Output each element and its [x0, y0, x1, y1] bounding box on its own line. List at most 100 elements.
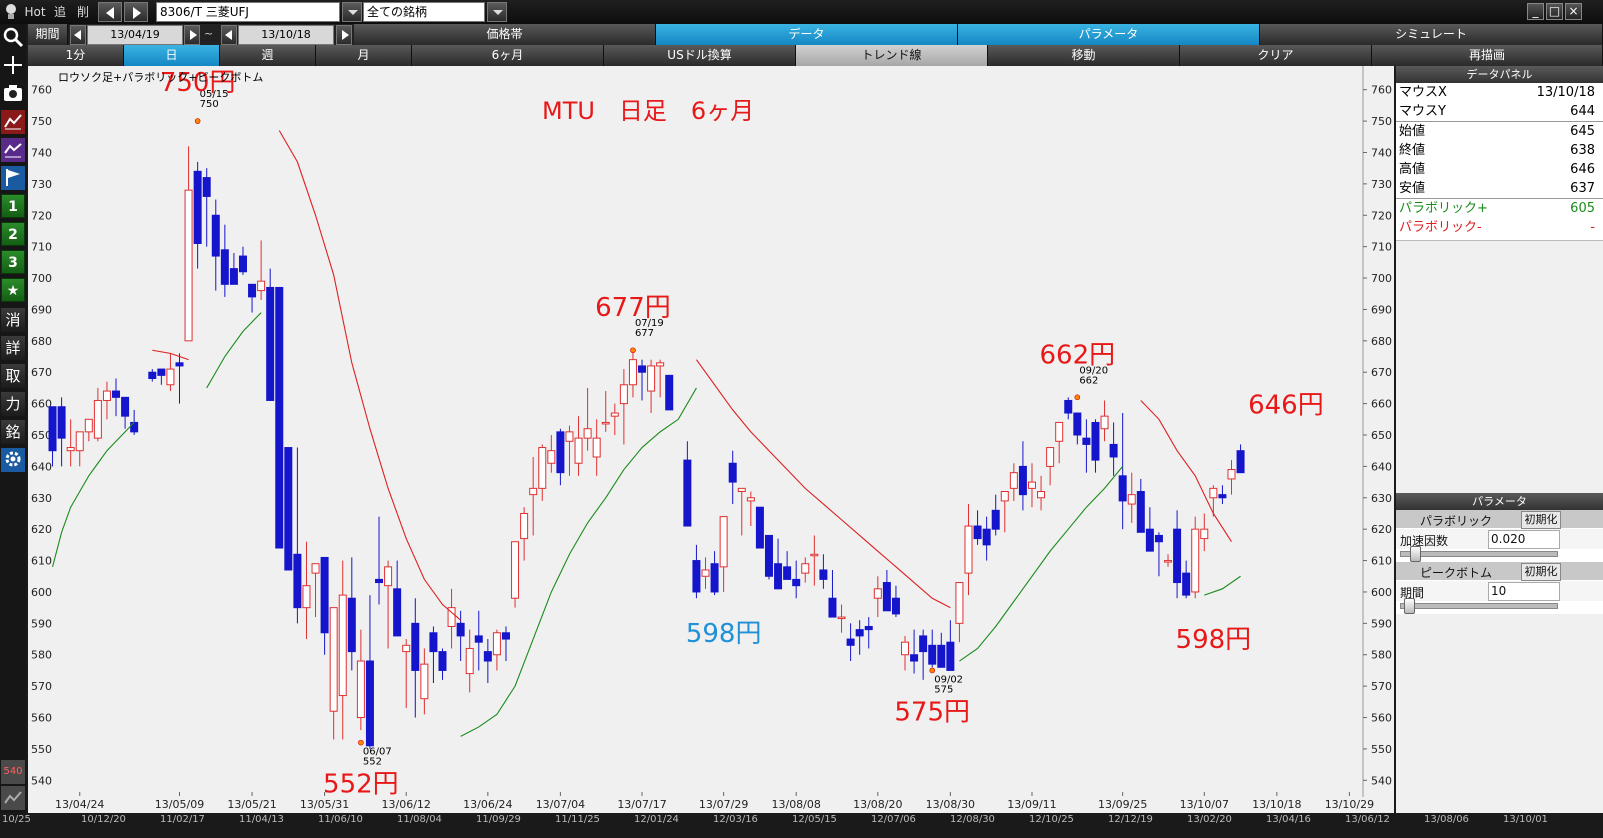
- candle: [148, 369, 157, 382]
- peak-annotation: 662円: [1040, 340, 1116, 370]
- camera-icon[interactable]: [1, 82, 25, 106]
- close-button[interactable]: ×: [1565, 3, 1582, 20]
- y-tick-label: 680: [1371, 335, 1392, 348]
- star-icon[interactable]: ★: [1, 278, 25, 302]
- candle-body: [919, 635, 928, 653]
- candle-body: [402, 644, 411, 653]
- tab-6month[interactable]: 6ヶ月: [412, 45, 604, 66]
- maximize-button[interactable]: □: [1546, 3, 1563, 20]
- peak-date-label: 06/07: [363, 747, 392, 758]
- date-to-field[interactable]: 13/10/18: [238, 25, 334, 45]
- erase-button[interactable]: 消: [1, 308, 25, 332]
- preset-3-button[interactable]: 3: [1, 250, 25, 274]
- stock-button[interactable]: 銘: [1, 420, 25, 444]
- y-tick-label: 610: [1371, 555, 1392, 568]
- input-button[interactable]: 力: [1, 392, 25, 416]
- zoom-value-button[interactable]: 540: [1, 760, 25, 784]
- candle-body: [456, 622, 465, 637]
- period-slider-handle[interactable]: [1404, 598, 1415, 614]
- tab-data[interactable]: データ: [656, 24, 958, 45]
- date-to-next-button[interactable]: [336, 25, 352, 45]
- peak-period-input[interactable]: 10: [1488, 582, 1560, 601]
- date-from-prev-button[interactable]: [70, 25, 86, 45]
- prev-symbol-button[interactable]: [98, 2, 122, 22]
- candle: [1191, 516, 1200, 599]
- candle-body: [1027, 481, 1036, 489]
- trendline-button[interactable]: トレンド線: [796, 45, 988, 66]
- period-slider-track[interactable]: [1400, 603, 1558, 609]
- trade-button[interactable]: 取: [1, 364, 25, 388]
- symbol-dropdown-button[interactable]: [342, 2, 362, 22]
- tab-daily[interactable]: 日: [124, 45, 220, 66]
- candle: [121, 396, 130, 429]
- bottom-date-label: 13/02/20: [1187, 814, 1232, 825]
- y-tick-label-left: 600: [31, 586, 52, 599]
- gear-icon[interactable]: [1, 448, 25, 472]
- date-from-field[interactable]: 13/04/19: [87, 25, 183, 45]
- preset-1-button[interactable]: 1: [1, 194, 25, 218]
- tab-price-band[interactable]: 価格帯: [354, 24, 656, 45]
- candle: [229, 252, 238, 285]
- usd-convert-button[interactable]: USドル換算: [604, 45, 796, 66]
- bulb-icon[interactable]: [2, 2, 20, 22]
- candle-body: [211, 214, 220, 257]
- bottom-scroll-strip[interactable]: 10/25 10/12/20 11/02/17 11/04/13 11/06/10 11/…: [0, 813, 1603, 838]
- date-to-prev-button[interactable]: [221, 25, 237, 45]
- candle: [1182, 560, 1191, 599]
- candle: [184, 146, 193, 342]
- candle-body: [1218, 494, 1227, 499]
- candle-body: [229, 268, 238, 285]
- candle: [792, 560, 801, 599]
- tab-monthly[interactable]: 月: [316, 45, 412, 66]
- bottom-date-labels: 10/25 10/12/20 11/02/17 11/04/13 11/06/10 11/…: [0, 814, 1603, 826]
- clear-button[interactable]: クリア: [1180, 45, 1372, 66]
- candle-body: [266, 286, 275, 401]
- group-dropdown-button[interactable]: [487, 2, 507, 22]
- next-symbol-button[interactable]: [124, 2, 148, 22]
- candle: [1118, 413, 1127, 530]
- accel-slider-handle[interactable]: [1410, 546, 1421, 562]
- accel-row: 加速因数 0.020: [1396, 529, 1603, 549]
- chart-mini-icon[interactable]: [1, 786, 25, 810]
- tab-simulate[interactable]: シミュレート: [1260, 24, 1603, 45]
- x-tick-label: 13/07/04: [535, 798, 586, 811]
- candle-body: [184, 189, 193, 342]
- candle: [1127, 472, 1136, 523]
- delete-button[interactable]: 削: [76, 5, 89, 19]
- date-from-next-button[interactable]: [184, 25, 200, 45]
- parabolic-init-button[interactable]: 初期化: [1521, 511, 1561, 529]
- detail-button[interactable]: 詳: [1, 336, 25, 360]
- y-tick-label: 580: [1371, 649, 1392, 662]
- y-tick-label: 660: [1371, 398, 1392, 411]
- tab-parameter[interactable]: パラメータ: [958, 24, 1260, 45]
- chart-area[interactable]: 540 540 550 550 560 560 570 570 580 580 590 590 600 6…: [28, 66, 1394, 818]
- tab-1min[interactable]: 1分: [28, 45, 124, 66]
- chart-red-icon[interactable]: [1, 110, 25, 134]
- accel-slider-track[interactable]: [1400, 551, 1558, 557]
- tab-weekly[interactable]: 週: [220, 45, 316, 66]
- chart-purple-icon[interactable]: [1, 138, 25, 162]
- flag-icon[interactable]: [1, 166, 25, 190]
- accel-input[interactable]: 0.020: [1488, 530, 1560, 549]
- x-tick-label: 13/07/17: [617, 798, 667, 811]
- group-combo[interactable]: 全ての銘柄: [363, 2, 485, 22]
- candle-body: [1200, 528, 1209, 540]
- candle-body: [483, 651, 492, 662]
- candle-body: [320, 556, 329, 634]
- add-button[interactable]: 追: [53, 5, 66, 19]
- minimize-button[interactable]: _: [1527, 3, 1544, 20]
- hot-button[interactable]: Hot: [24, 5, 46, 19]
- candle: [347, 557, 356, 671]
- redraw-button[interactable]: 再描画: [1372, 45, 1603, 66]
- peak-init-button[interactable]: 初期化: [1521, 563, 1561, 581]
- move-button[interactable]: 移動: [988, 45, 1180, 66]
- left-toolbar: 1 2 3 ★ 消 詳 取 力 銘 540: [0, 24, 26, 820]
- symbol-combo[interactable]: 8306/T 三菱UFJ: [156, 2, 340, 22]
- parabolic-header: パラボリック 初期化: [1396, 510, 1603, 529]
- candlestick-chart[interactable]: 540 540 550 550 560 560 570 570 580 580 590 590 600 6…: [28, 66, 1394, 797]
- preset-2-button[interactable]: 2: [1, 222, 25, 246]
- search-icon[interactable]: [1, 26, 25, 50]
- crosshair-icon[interactable]: [1, 54, 25, 78]
- y-tick-label-left: 700: [31, 272, 52, 285]
- candle-body: [819, 569, 828, 580]
